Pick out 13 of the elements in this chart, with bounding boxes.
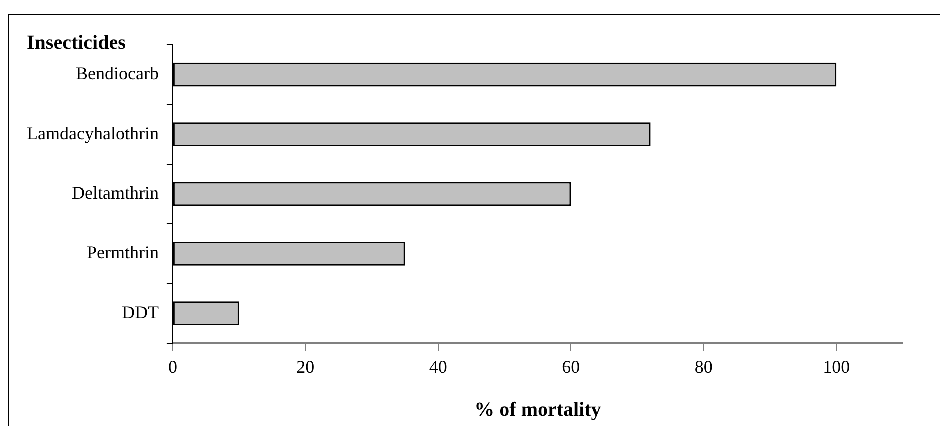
x-axis-title: % of mortality xyxy=(474,399,602,422)
y-tick-label: Permthrin xyxy=(86,242,159,263)
x-tick-label: 100 xyxy=(823,356,850,377)
y-axis-title: Insecticides xyxy=(27,32,126,54)
y-tick-label: Lamdacyhalothrin xyxy=(26,123,159,144)
x-tick-label: 0 xyxy=(168,356,178,377)
x-tick-label: 40 xyxy=(429,356,448,377)
y-tick-label: Deltamthrin xyxy=(72,182,159,203)
y-tick-label: Bendiocarb xyxy=(76,64,159,84)
x-tick-label: 80 xyxy=(694,356,713,377)
x-tick-label: 60 xyxy=(562,356,580,377)
y-tick-label: DDT xyxy=(122,302,159,322)
x-tick-label: 20 xyxy=(296,356,315,377)
